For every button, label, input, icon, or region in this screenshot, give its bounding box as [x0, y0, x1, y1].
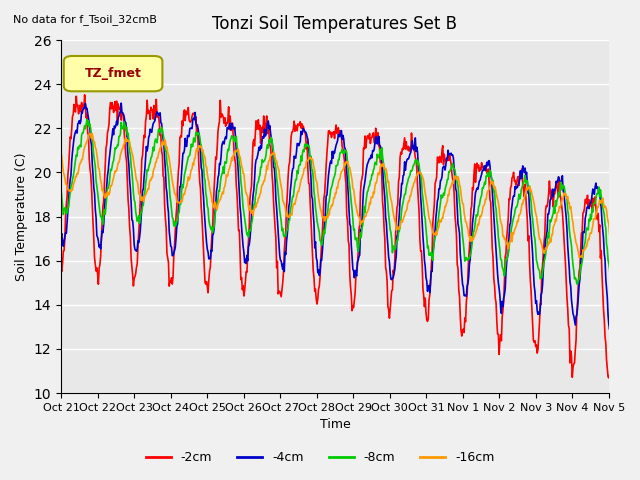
Line: -2cm: -2cm [61, 95, 640, 387]
-2cm [234, 208, 242, 214]
-2cm [285, 163, 292, 169]
-8cm [611, 288, 619, 293]
-16cm [285, 215, 292, 220]
-4cm [234, 161, 242, 167]
-16cm [86, 131, 94, 136]
-16cm [447, 183, 455, 189]
-8cm [234, 148, 242, 154]
Line: -16cm: -16cm [61, 133, 640, 263]
Title: Tonzi Soil Temperatures Set B: Tonzi Soil Temperatures Set B [212, 15, 458, 33]
-2cm [447, 161, 455, 167]
-8cm [83, 117, 91, 122]
Text: No data for f_Tsoil_32cmB: No data for f_Tsoil_32cmB [13, 14, 157, 25]
-8cm [447, 166, 455, 171]
-2cm [263, 113, 271, 119]
-16cm [57, 150, 65, 156]
-8cm [415, 158, 422, 164]
-2cm [57, 266, 65, 272]
-16cm [127, 144, 134, 150]
-8cm [57, 185, 65, 191]
-16cm [415, 172, 422, 178]
-8cm [127, 152, 134, 157]
-8cm [263, 145, 271, 151]
-4cm [447, 150, 455, 156]
Y-axis label: Soil Temperature (C): Soil Temperature (C) [15, 152, 28, 281]
-16cm [234, 146, 242, 152]
-4cm [117, 100, 125, 106]
-16cm [263, 163, 271, 168]
-4cm [415, 164, 422, 170]
-4cm [127, 186, 134, 192]
X-axis label: Time: Time [319, 419, 350, 432]
Legend: -2cm, -4cm, -8cm, -16cm: -2cm, -4cm, -8cm, -16cm [141, 446, 499, 469]
-2cm [81, 92, 88, 98]
-2cm [127, 233, 134, 239]
-4cm [285, 204, 292, 209]
Line: -4cm: -4cm [61, 103, 640, 332]
-2cm [415, 197, 422, 203]
-16cm [612, 260, 620, 266]
-8cm [285, 218, 292, 224]
-4cm [263, 124, 271, 130]
Line: -8cm: -8cm [61, 120, 640, 290]
FancyBboxPatch shape [64, 56, 163, 91]
Text: TZ_fmet: TZ_fmet [84, 67, 141, 80]
-4cm [57, 233, 65, 239]
